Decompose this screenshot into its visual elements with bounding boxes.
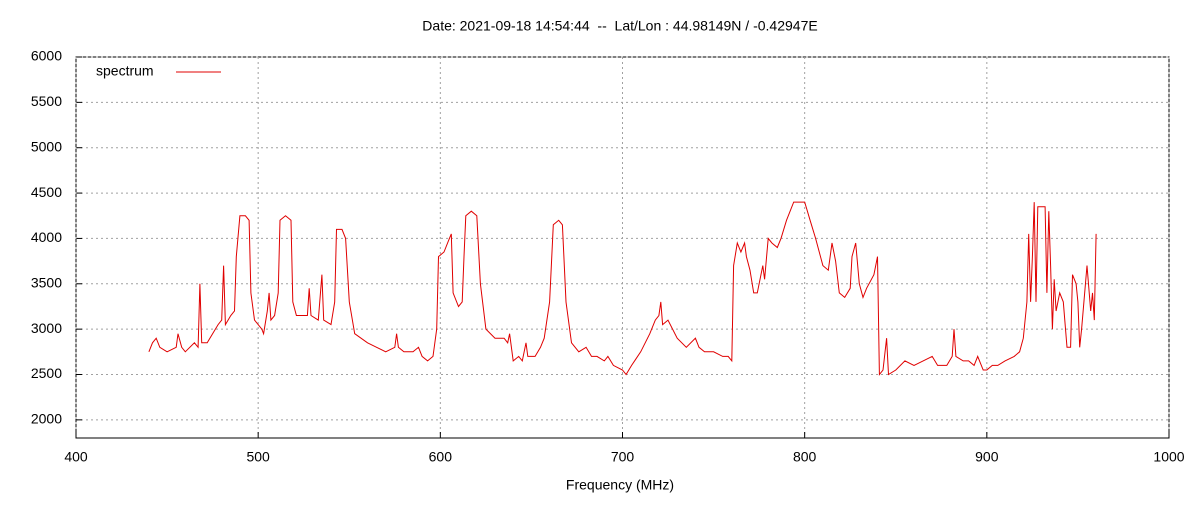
y-tick-label: 3500 [31,274,62,290]
x-tick-label: 800 [793,449,817,465]
y-tick-label: 6000 [31,48,62,64]
y-tick-label: 2500 [31,365,62,381]
y-tick-label: 2000 [31,411,62,427]
x-axis-label: Frequency (MHz) [566,477,674,493]
y-tick-label: 3000 [31,320,62,336]
chart-title: Date: 2021-09-18 14:54:44 -- Lat/Lon : 4… [422,18,817,34]
y-tick-label: 4500 [31,184,62,200]
x-tick-label: 500 [246,449,270,465]
x-tick-label: 600 [429,449,453,465]
x-tick-label: 1000 [1153,449,1184,465]
x-tick-label: 400 [64,449,88,465]
spectrum-line [148,201,1097,376]
x-tick-label: 700 [611,449,635,465]
y-tick-label: 5500 [31,93,62,109]
legend-label: spectrum [96,63,154,79]
y-tick-label: 4000 [31,229,62,245]
y-tick-label: 5000 [31,138,62,154]
x-tick-label: 900 [975,449,999,465]
